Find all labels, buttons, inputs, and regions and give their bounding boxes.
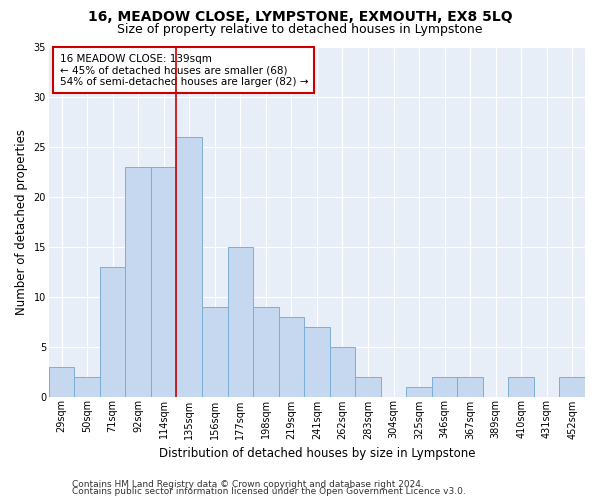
Bar xyxy=(304,326,329,396)
Text: Contains public sector information licensed under the Open Government Licence v3: Contains public sector information licen… xyxy=(72,488,466,496)
Bar xyxy=(176,136,202,396)
Bar xyxy=(278,316,304,396)
Y-axis label: Number of detached properties: Number of detached properties xyxy=(15,128,28,314)
Bar xyxy=(202,306,227,396)
Bar xyxy=(227,246,253,396)
Bar xyxy=(329,346,355,397)
Bar xyxy=(355,376,381,396)
Bar xyxy=(253,306,278,396)
Bar xyxy=(74,376,100,396)
Bar xyxy=(559,376,585,396)
Bar xyxy=(457,376,483,396)
Text: Size of property relative to detached houses in Lympstone: Size of property relative to detached ho… xyxy=(117,22,483,36)
Text: Contains HM Land Registry data © Crown copyright and database right 2024.: Contains HM Land Registry data © Crown c… xyxy=(72,480,424,489)
Bar xyxy=(508,376,534,396)
X-axis label: Distribution of detached houses by size in Lympstone: Distribution of detached houses by size … xyxy=(158,447,475,460)
Bar xyxy=(125,166,151,396)
Text: 16, MEADOW CLOSE, LYMPSTONE, EXMOUTH, EX8 5LQ: 16, MEADOW CLOSE, LYMPSTONE, EXMOUTH, EX… xyxy=(88,10,512,24)
Bar xyxy=(151,166,176,396)
Bar xyxy=(100,266,125,396)
Bar xyxy=(49,366,74,396)
Text: 16 MEADOW CLOSE: 139sqm
← 45% of detached houses are smaller (68)
54% of semi-de: 16 MEADOW CLOSE: 139sqm ← 45% of detache… xyxy=(59,54,308,86)
Bar xyxy=(406,386,432,396)
Bar xyxy=(432,376,457,396)
